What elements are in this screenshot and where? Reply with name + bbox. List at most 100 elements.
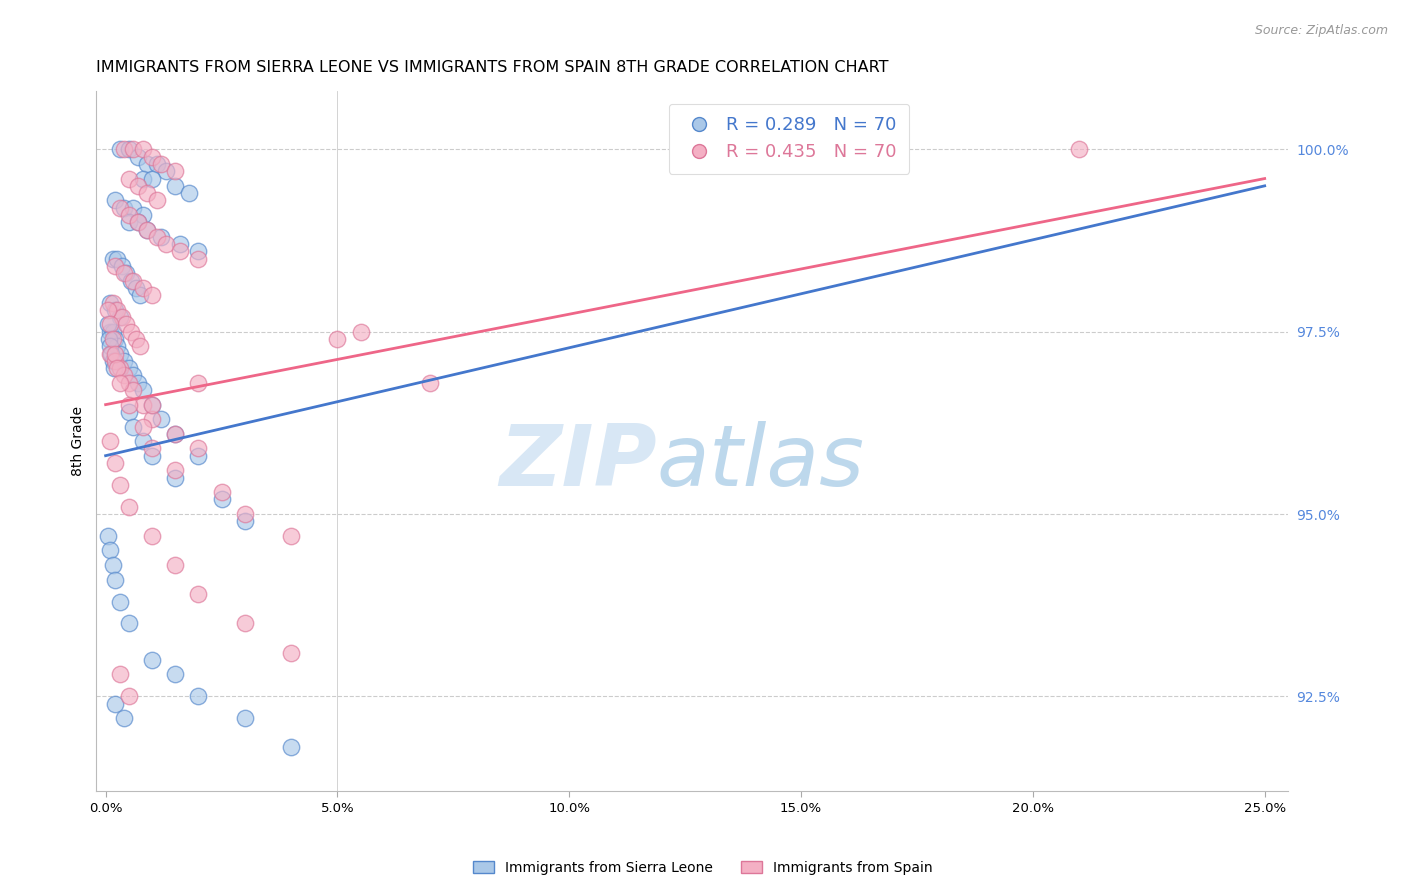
Point <box>129 339 152 353</box>
Point <box>326 332 349 346</box>
Point <box>136 222 159 236</box>
Point <box>136 222 159 236</box>
Point <box>104 697 127 711</box>
Point <box>98 434 121 448</box>
Point <box>112 266 135 280</box>
Point <box>141 449 163 463</box>
Point <box>419 376 441 390</box>
Point <box>98 543 121 558</box>
Point <box>141 398 163 412</box>
Point <box>104 346 127 360</box>
Point <box>127 178 149 193</box>
Legend: R = 0.289   N = 70, R = 0.435   N = 70: R = 0.289 N = 70, R = 0.435 N = 70 <box>668 103 910 174</box>
Point <box>141 398 163 412</box>
Point <box>187 690 209 704</box>
Point <box>104 332 127 346</box>
Point <box>127 376 149 390</box>
Point <box>141 653 163 667</box>
Point <box>112 354 135 368</box>
Text: IMMIGRANTS FROM SIERRA LEONE VS IMMIGRANTS FROM SPAIN 8TH GRADE CORRELATION CHAR: IMMIGRANTS FROM SIERRA LEONE VS IMMIGRAN… <box>97 60 889 75</box>
Point <box>122 201 145 215</box>
Point <box>97 529 120 543</box>
Point <box>132 281 155 295</box>
Point <box>101 332 124 346</box>
Point <box>145 194 167 208</box>
Point <box>211 492 233 507</box>
Point <box>187 449 209 463</box>
Point <box>280 646 302 660</box>
Point <box>233 514 256 528</box>
Point <box>111 259 134 273</box>
Point <box>101 354 124 368</box>
Point <box>122 142 145 156</box>
Point <box>108 346 131 360</box>
Point <box>118 361 141 376</box>
Point <box>145 230 167 244</box>
Point <box>136 186 159 201</box>
Point <box>165 470 187 484</box>
Point <box>187 376 209 390</box>
Point <box>98 339 121 353</box>
Point <box>104 573 127 587</box>
Point <box>118 405 141 419</box>
Point <box>98 346 121 360</box>
Point <box>165 164 187 178</box>
Point <box>101 295 124 310</box>
Point <box>127 150 149 164</box>
Point <box>118 142 141 156</box>
Point <box>98 332 121 346</box>
Point <box>108 310 131 325</box>
Point <box>233 616 256 631</box>
Point <box>112 142 135 156</box>
Point <box>136 157 159 171</box>
Point <box>155 164 177 178</box>
Point <box>115 318 138 332</box>
Point <box>125 281 148 295</box>
Point <box>127 215 149 229</box>
Text: Source: ZipAtlas.com: Source: ZipAtlas.com <box>1254 24 1388 37</box>
Point <box>132 208 155 222</box>
Point <box>349 325 371 339</box>
Point <box>165 667 187 681</box>
Point <box>98 295 121 310</box>
Point <box>108 201 131 215</box>
Point <box>280 529 302 543</box>
Point <box>120 274 142 288</box>
Point <box>101 325 124 339</box>
Point <box>122 383 145 397</box>
Point <box>141 442 163 456</box>
Point <box>165 558 187 572</box>
Point <box>104 354 127 368</box>
Point <box>97 318 120 332</box>
Point <box>187 252 209 266</box>
Legend: Immigrants from Sierra Leone, Immigrants from Spain: Immigrants from Sierra Leone, Immigrants… <box>468 855 938 880</box>
Point <box>108 594 131 608</box>
Point <box>125 332 148 346</box>
Point <box>98 318 121 332</box>
Point <box>233 711 256 725</box>
Point <box>104 456 127 470</box>
Point <box>145 157 167 171</box>
Point <box>132 419 155 434</box>
Point <box>97 302 120 317</box>
Point <box>127 215 149 229</box>
Point <box>122 368 145 383</box>
Point <box>98 325 121 339</box>
Point <box>280 740 302 755</box>
Point <box>141 288 163 302</box>
Point <box>150 157 173 171</box>
Point <box>108 361 131 376</box>
Point <box>118 690 141 704</box>
Point <box>187 442 209 456</box>
Point <box>122 419 145 434</box>
Text: atlas: atlas <box>657 421 865 504</box>
Point <box>132 142 155 156</box>
Point <box>165 463 187 477</box>
Point <box>141 412 163 426</box>
Point <box>132 171 155 186</box>
Point <box>150 412 173 426</box>
Point <box>150 230 173 244</box>
Point <box>112 711 135 725</box>
Point <box>155 237 177 252</box>
Point <box>104 302 127 317</box>
